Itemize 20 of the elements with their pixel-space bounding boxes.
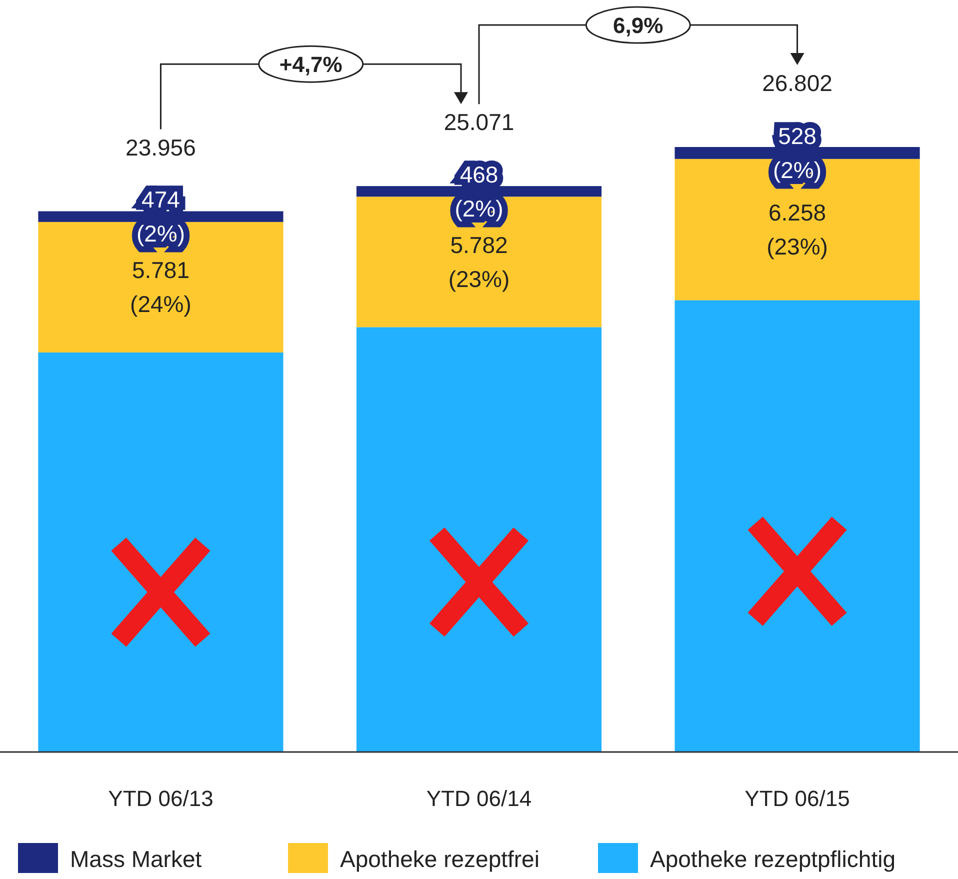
x-tick-label: YTD 06/15 xyxy=(744,786,850,811)
total-label: 25.071 xyxy=(444,109,514,136)
bar xyxy=(674,300,920,752)
text: 6,9% xyxy=(613,13,664,38)
data-label: 6.258 (23%) xyxy=(766,200,828,260)
legend-label: Mass Market xyxy=(70,846,202,872)
bar xyxy=(674,147,920,159)
x-tick-label: YTD 06/13 xyxy=(108,786,214,811)
legend-label: Apotheke rezeptfrei xyxy=(340,846,540,872)
total-label: 23.956 xyxy=(126,134,196,160)
x-tick-label: YTD 06/14 xyxy=(426,786,532,811)
bar xyxy=(356,196,602,328)
bar xyxy=(38,352,284,752)
legend-label: Apotheke rezeptpflichtig xyxy=(650,846,896,872)
bar xyxy=(674,158,920,300)
bar xyxy=(356,327,602,752)
bar xyxy=(38,222,284,352)
bar xyxy=(356,186,602,197)
total-label: 26.802 xyxy=(762,70,832,96)
text: +4,7% xyxy=(279,52,342,78)
